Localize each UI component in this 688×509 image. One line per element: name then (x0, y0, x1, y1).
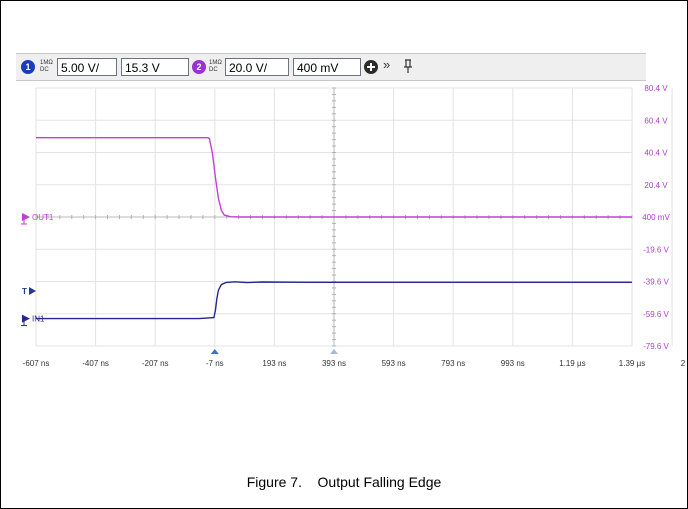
right-axis-label: -59.6 V (643, 310, 669, 319)
channel-1-coupling-mode: DC (40, 67, 49, 73)
x-tick-label: -7 ns (206, 359, 224, 368)
channel-2-scale-field[interactable]: 20.0 V/ (225, 58, 289, 76)
right-axis-label: 60.4 V (644, 116, 668, 125)
channel-2-coupling: 1MΩ DC (209, 60, 222, 74)
add-channel-icon[interactable] (363, 59, 379, 75)
x-tick-label: 1.19 µs (559, 359, 585, 368)
channel-1-scale-field[interactable]: 5.00 V/ (57, 58, 117, 76)
right-axis-label: -19.6 V (643, 245, 669, 254)
scope-plot: -607 ns -407 ns -207 ns -7 ns 193 ns 393 ns 59… (21, 84, 686, 368)
channel-2-badge[interactable]: 2 (192, 60, 206, 74)
trigger-level-arrow (29, 287, 36, 296)
figure-title: Output Falling Edge (317, 474, 442, 490)
channel-2-offset-field[interactable]: 400 mV (293, 58, 361, 76)
pin-icon[interactable] (402, 59, 414, 75)
channel-markers: OUT1 IN1 T (21, 213, 54, 327)
x-tick-label: -607 ns (23, 359, 50, 368)
in1-marker-label: IN1 (32, 315, 45, 324)
figure-number: Figure 7. (246, 474, 302, 490)
channel-1-impedance: 1MΩ (40, 60, 53, 66)
trigger-level-label: T (22, 287, 27, 296)
right-axis-label: -39.6 V (643, 278, 669, 287)
channel-2-impedance: 1MΩ (209, 60, 222, 66)
x-tick-label: -407 ns (82, 359, 109, 368)
right-axis-label: 20.4 V (644, 181, 668, 190)
trigger-position-marker (210, 349, 219, 354)
x-tick-label: 193 ns (262, 359, 286, 368)
channel-1-badge[interactable]: 1 (21, 60, 35, 74)
right-axis-label: -79.6 V (643, 342, 669, 351)
x-tick-label: 393 ns (322, 359, 346, 368)
right-axis-labels: 80.4 V 60.4 V 40.4 V 20.4 V 400 mV -19.6 V -39… (642, 84, 670, 351)
channel-1-coupling: 1MΩ DC (40, 60, 53, 74)
x-axis-ticks: -607 ns -407 ns -207 ns -7 ns 193 ns 393 ns 59… (23, 349, 686, 368)
out1-marker-arrow (22, 213, 30, 221)
x-tick-label: 593 ns (382, 359, 406, 368)
expand-icon[interactable]: » (383, 57, 391, 72)
series-out1-line (36, 137, 632, 218)
series-in1-line (36, 281, 632, 320)
figure-caption: Figure 7. Output Falling Edge (0, 474, 688, 490)
scope-toolbar: 1 1MΩ DC 5.00 V/ 15.3 V 2 1MΩ DC 20.0 V/… (16, 53, 646, 81)
x-tick-label: 1.39 µs (619, 359, 645, 368)
right-axis-label: 40.4 V (644, 149, 668, 158)
x-tick-label: 793 ns (441, 359, 465, 368)
right-axis-label: 80.4 V (644, 84, 668, 93)
center-position-marker (330, 349, 338, 354)
channel-1-offset-field[interactable]: 15.3 V (121, 58, 189, 76)
x-tick-label: 993 ns (501, 359, 525, 368)
channel-2-coupling-mode: DC (209, 67, 218, 73)
x-tick-label: 2 (681, 359, 686, 368)
right-axis-label: 400 mV (642, 213, 670, 222)
x-tick-label: -207 ns (142, 359, 169, 368)
waveforms (36, 137, 632, 320)
out1-marker-label: OUT1 (32, 213, 54, 222)
in1-marker-arrow (22, 314, 30, 323)
